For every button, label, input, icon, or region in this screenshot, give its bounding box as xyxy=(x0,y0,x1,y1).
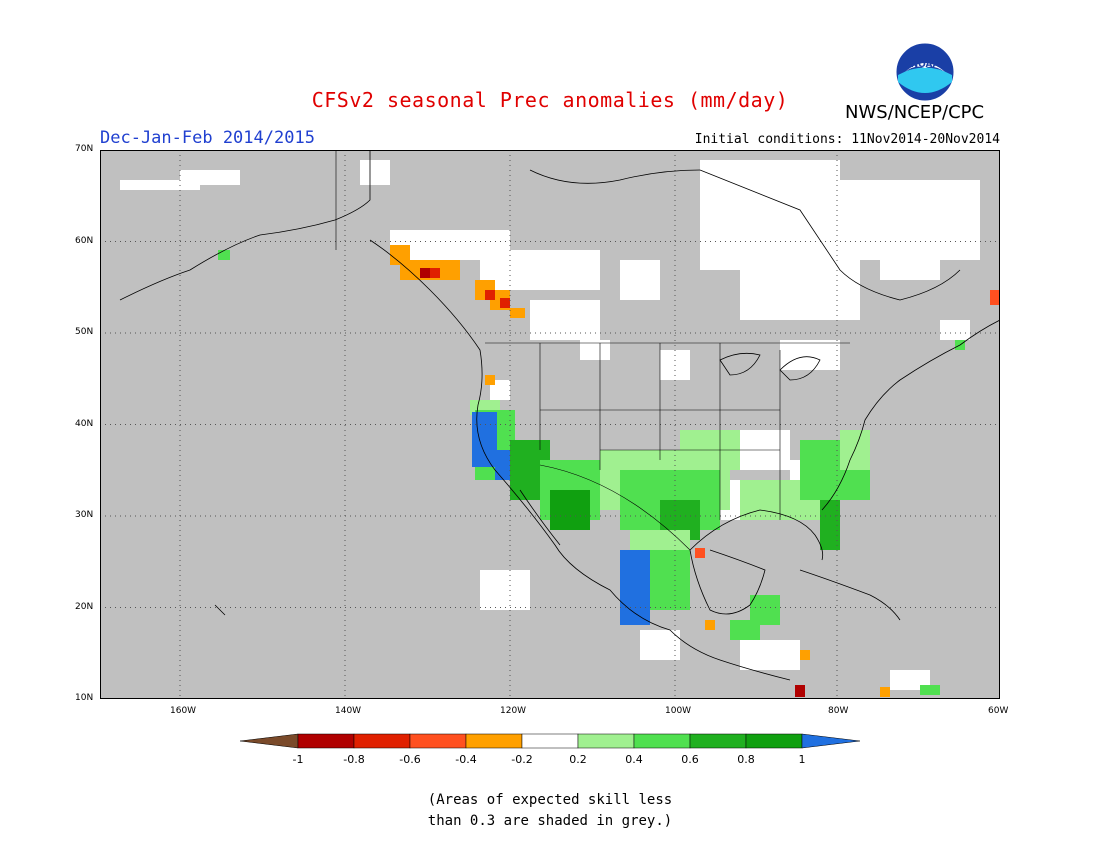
map-canvas xyxy=(100,150,1001,699)
coastlines xyxy=(119,150,1001,681)
colorbar-tick: 0.8 xyxy=(737,753,755,766)
lon-label-120w: 120W xyxy=(500,706,527,716)
colorbar-bin xyxy=(465,733,523,749)
skill-note-line1: (Areas of expected skill less xyxy=(427,792,673,808)
noaa-logo: NOAA xyxy=(895,42,955,102)
colorbar-tick: 0.2 xyxy=(569,753,587,766)
wet-anomaly-areas xyxy=(218,250,965,695)
colorbar-bin xyxy=(521,733,579,749)
political-borders xyxy=(335,150,850,551)
noaa-logo-text: NOAA xyxy=(911,60,940,70)
colorbar-bin xyxy=(633,733,691,749)
colorbar-bin xyxy=(409,733,467,749)
color-bar: -1 -0.8 -0.6 -0.4 -0.2 0.2 0.4 0.6 0.8 1 xyxy=(230,730,870,770)
lat-label-70n: 70N xyxy=(75,144,94,154)
lat-label-20n: 20N xyxy=(75,602,94,612)
colorbar-tick: 1 xyxy=(799,753,806,766)
colorbar-tick: -1 xyxy=(293,753,304,766)
colorbar-bin xyxy=(745,733,803,749)
colorbar-bin xyxy=(689,733,747,749)
graticule xyxy=(100,150,1000,699)
season-label: Dec-Jan-Feb 2014/2015 xyxy=(100,128,315,148)
lat-label-40n: 40N xyxy=(75,419,94,429)
colorbar-lower-arrow xyxy=(239,733,299,749)
lon-label-100w: 100W xyxy=(665,706,692,716)
colorbar-tick: -0.8 xyxy=(343,753,364,766)
noaa-logo-icon: NOAA xyxy=(895,42,955,102)
lon-label-80w: 80W xyxy=(828,706,849,716)
map-title: CFSv2 seasonal Prec anomalies (mm/day) xyxy=(311,88,789,112)
lon-label-140w: 140W xyxy=(335,706,362,716)
lat-label-50n: 50N xyxy=(75,327,94,337)
map-frame xyxy=(100,150,1000,699)
colorbar-bin xyxy=(577,733,635,749)
skill-note: (Areas of expected skill less than 0.3 a… xyxy=(0,790,1100,832)
skill-note-line2: than 0.3 are shaded in grey.) xyxy=(427,813,673,829)
colorbar-upper-arrow xyxy=(801,733,861,749)
colorbar-bin xyxy=(353,733,411,749)
anomaly-map xyxy=(100,150,1001,699)
lon-label-60w: 60W xyxy=(988,706,1009,716)
lon-label-160w: 160W xyxy=(170,706,197,716)
colorbar-bin xyxy=(297,733,355,749)
dry-anomaly-areas xyxy=(390,245,1000,697)
colorbar-tick: 0.4 xyxy=(625,753,643,766)
colorbar-tick: -0.6 xyxy=(399,753,420,766)
color-bar-graphic: -1 -0.8 -0.6 -0.4 -0.2 0.2 0.4 0.6 0.8 1 xyxy=(239,733,861,766)
neutral-anomaly-areas xyxy=(120,160,980,690)
colorbar-tick: -0.2 xyxy=(511,753,532,766)
agency-label: NWS/NCEP/CPC xyxy=(845,102,985,123)
colorbar-tick: -0.4 xyxy=(455,753,476,766)
initial-conditions-label: Initial conditions: 11Nov2014-20Nov2014 xyxy=(694,132,1000,147)
colorbar-tick: 0.6 xyxy=(681,753,699,766)
lat-label-30n: 30N xyxy=(75,510,94,520)
lat-label-60n: 60N xyxy=(75,236,94,246)
lat-label-10n: 10N xyxy=(75,693,94,703)
